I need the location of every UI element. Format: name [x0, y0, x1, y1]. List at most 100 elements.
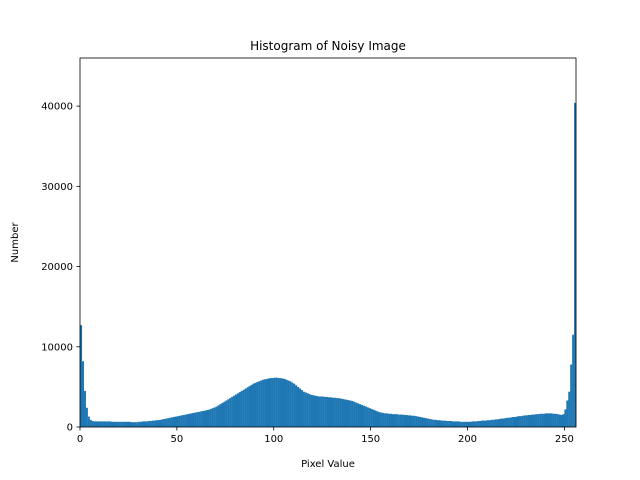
- histogram-bar: [118, 421, 121, 427]
- histogram-bar: [207, 409, 210, 427]
- histogram-bar: [134, 422, 137, 427]
- histogram-bar: [413, 415, 416, 427]
- histogram-bar: [328, 397, 331, 427]
- histogram-bar: [550, 413, 553, 427]
- histogram-bar: [552, 413, 555, 427]
- histogram-bar: [236, 393, 240, 427]
- histogram-bar: [320, 396, 323, 427]
- histogram-bar: [80, 325, 83, 427]
- histogram-bar: [463, 421, 466, 427]
- histogram-bar: [430, 419, 433, 427]
- histogram-bar: [176, 416, 179, 427]
- histogram-bar: [322, 396, 325, 427]
- histogram-bar: [424, 418, 427, 427]
- histogram-bar: [362, 405, 365, 427]
- histogram-bar: [504, 418, 507, 427]
- x-tick-label: 100: [264, 434, 283, 445]
- histogram-bar: [271, 378, 274, 427]
- histogram-bar: [240, 390, 243, 427]
- histogram-bar: [112, 421, 116, 427]
- histogram-bar: [111, 421, 114, 427]
- histogram-bar: [467, 421, 470, 427]
- histogram-bar: [506, 417, 509, 427]
- histogram-bar: [481, 420, 484, 427]
- histogram-bar: [227, 399, 230, 427]
- x-tick-label: 150: [361, 434, 380, 445]
- histogram-bar: [428, 418, 431, 427]
- histogram-bar: [436, 420, 439, 427]
- histogram-bar: [341, 398, 344, 427]
- histogram-bar: [372, 409, 375, 427]
- histogram-bar: [204, 410, 207, 427]
- histogram-bar: [202, 410, 205, 427]
- histogram-bar: [184, 414, 187, 427]
- histogram-bar: [390, 413, 393, 427]
- histogram-bar: [560, 414, 563, 427]
- histogram-bar: [326, 396, 329, 427]
- histogram-bar: [289, 381, 292, 427]
- histogram-bar: [149, 420, 152, 427]
- histogram-bar: [411, 415, 414, 427]
- histogram-bar: [457, 421, 460, 427]
- histogram-bar: [531, 414, 534, 427]
- histogram-bar: [574, 102, 577, 427]
- histogram-bar: [527, 414, 530, 427]
- histogram-bar: [297, 386, 300, 427]
- histogram-bar: [484, 420, 488, 427]
- histogram-bar: [397, 414, 400, 427]
- histogram-bar: [455, 421, 458, 427]
- histogram-bar: [554, 413, 557, 427]
- histogram-bar: [233, 395, 236, 427]
- histogram-bar: [279, 378, 282, 427]
- histogram-bar: [446, 420, 449, 427]
- histogram-bar: [349, 400, 352, 427]
- histogram-bar: [368, 408, 371, 427]
- histogram-bar: [324, 396, 327, 427]
- histogram-bar: [169, 417, 172, 427]
- histogram-bar: [93, 421, 96, 427]
- histogram-bar: [159, 419, 162, 427]
- histogram-bar: [182, 414, 185, 427]
- histogram-bar: [391, 414, 395, 427]
- histogram-bar: [287, 380, 290, 427]
- histogram-bar: [248, 386, 251, 427]
- x-tick-label: 200: [458, 434, 477, 445]
- histogram-bar: [399, 414, 402, 427]
- histogram-bar: [171, 417, 174, 427]
- histogram-bar: [120, 421, 123, 427]
- histogram-bar: [548, 413, 551, 427]
- histogram-bar: [510, 417, 513, 427]
- histogram-bar: [417, 416, 420, 427]
- histogram-bar: [151, 420, 154, 427]
- histogram-bar: [167, 418, 170, 427]
- histogram-bar: [440, 420, 443, 427]
- histogram-bar: [434, 419, 437, 427]
- histogram-bar: [564, 409, 567, 427]
- histogram-bar: [403, 414, 406, 427]
- histogram-bar: [231, 396, 234, 427]
- histogram-bar: [469, 421, 472, 427]
- histogram-bar: [539, 413, 542, 427]
- histogram-bar: [546, 413, 550, 427]
- histogram-bar: [355, 402, 358, 427]
- histogram-bar: [186, 414, 189, 427]
- histogram-bar: [488, 420, 491, 427]
- histogram-bar: [471, 421, 474, 427]
- histogram-bar: [360, 404, 364, 427]
- histogram-bar: [331, 397, 334, 427]
- histogram-bar: [238, 392, 241, 427]
- histogram-bar: [116, 421, 119, 427]
- histogram-bar: [568, 391, 571, 427]
- histogram-bar: [89, 419, 92, 427]
- histogram-bar: [211, 408, 214, 427]
- histogram-bar: [492, 419, 495, 427]
- histogram-bar: [213, 407, 216, 427]
- histogram-bar: [357, 403, 360, 427]
- y-axis: 0 10000 20000 30000 40000: [41, 102, 80, 434]
- histogram-bar: [163, 418, 166, 427]
- histogram-bar: [419, 416, 422, 427]
- histogram-bar: [209, 408, 212, 427]
- histogram-bar: [304, 392, 307, 427]
- histogram-bar: [250, 384, 253, 427]
